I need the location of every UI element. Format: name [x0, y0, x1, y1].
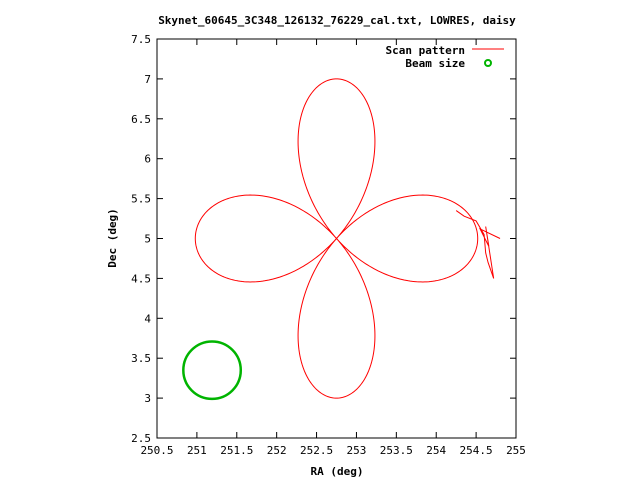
beam-size-circle [182, 340, 243, 401]
x-tick-label: 254.5 [460, 444, 493, 457]
y-tick-label: 4.5 [131, 272, 151, 285]
x-tick-label: 251.5 [220, 444, 253, 457]
x-tick-label: 250.5 [140, 444, 173, 457]
scan-pattern-line [194, 78, 479, 399]
x-axis-label: RA (deg) [311, 465, 364, 478]
scan-pattern-slew-line [455, 210, 501, 279]
y-tick-label: 5.5 [131, 193, 151, 206]
x-tick-label: 253.5 [380, 444, 413, 457]
y-tick-label: 3 [144, 392, 151, 405]
legend-label-scan-pattern: Scan pattern [386, 44, 465, 57]
plot-area [182, 78, 501, 401]
legend-label-beam-size: Beam size [405, 57, 465, 70]
x-tick-label: 252.5 [300, 444, 333, 457]
legend: Scan pattern Beam size [386, 44, 504, 70]
x-tick-label: 254 [426, 444, 446, 457]
y-tick-label: 5 [144, 233, 151, 246]
x-tick-label: 252 [267, 444, 287, 457]
y-tick-label: 2.5 [131, 432, 151, 445]
legend-swatch-beam-size [484, 59, 492, 67]
y-tick-label: 6.5 [131, 113, 151, 126]
x-tick-label: 255 [506, 444, 526, 457]
y-axis: 2.5 3 3.5 4 4.5 5 5.5 6 6.5 7 7.5 [131, 33, 516, 445]
y-axis-label: Dec (deg) [106, 208, 119, 268]
x-axis: 250.5 251 251.5 252 252.5 253 253.5 254 254.5 255 [140, 39, 526, 457]
y-tick-label: 7 [144, 73, 151, 86]
y-tick-label: 3.5 [131, 352, 151, 365]
y-tick-label: 7.5 [131, 33, 151, 46]
chart-title: Skynet_60645_3C348_126132_76229_cal.txt,… [158, 14, 516, 27]
x-tick-label: 251 [187, 444, 207, 457]
y-tick-label: 6 [144, 153, 151, 166]
y-tick-label: 4 [144, 312, 151, 325]
x-tick-label: 253 [347, 444, 367, 457]
